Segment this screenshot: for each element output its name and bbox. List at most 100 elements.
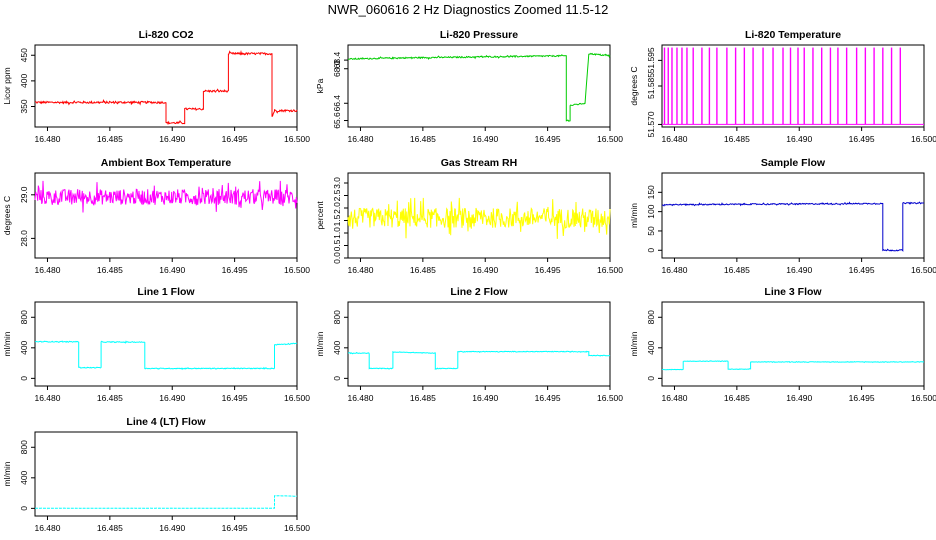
y-tick-label: 350 <box>19 99 29 113</box>
plot-frame <box>347 44 611 128</box>
y-axis-label: ml/min <box>315 331 325 356</box>
y-tick-label: 0 <box>646 376 656 381</box>
x-tick-label: 16.480 <box>347 393 373 403</box>
x-tick-label: 16.485 <box>724 265 750 275</box>
y-tick-label: 0 <box>646 248 656 253</box>
x-tick-label: 16.480 <box>347 134 373 144</box>
x-tick-label: 16.500 <box>284 393 310 403</box>
x-tick-label: 16.485 <box>410 134 436 144</box>
y-axis-label: percent <box>315 201 325 230</box>
figure-title: NWR_060616 2 Hz Diagnostics Zoomed 11.5-… <box>328 2 609 17</box>
x-tick-label: 16.495 <box>222 393 248 403</box>
y-tick-label: 1.5 <box>332 214 342 226</box>
plot-frame <box>661 172 925 259</box>
x-tick-label: 16.500 <box>597 265 623 275</box>
panel-2: Li-820 Pressure kPa 65.666.4 68.068.4 16.480… <box>315 29 623 144</box>
plot-frame <box>347 301 611 387</box>
x-tick-label: 16.490 <box>472 393 498 403</box>
panel-8: Line 2 Flow ml/min 0 400 800 16.480 16.485 16.4… <box>315 286 623 403</box>
y-tick-label: 150 <box>646 185 656 199</box>
x-tick-label: 16.495 <box>535 134 561 144</box>
y-axis-label: degrees C <box>2 196 12 235</box>
x-tick-label: 16.500 <box>284 523 310 533</box>
x-tick-label: 16.490 <box>159 134 185 144</box>
x-tick-label: 16.490 <box>786 265 812 275</box>
y-tick-label: 400 <box>19 470 29 484</box>
panel-title: Li-820 Temperature <box>745 29 841 41</box>
y-tick-label: 2.5 <box>332 189 342 201</box>
series-line <box>347 350 611 370</box>
panel-4: Ambient Box Temperature degrees C 28.0 29.0… <box>2 157 310 275</box>
panel-title: Li-820 Pressure <box>440 29 518 41</box>
y-tick-label: 0.5 <box>332 239 342 251</box>
panel-title: Li-820 CO2 <box>139 29 194 41</box>
x-tick-label: 16.480 <box>661 265 687 275</box>
y-tick-label: 28.0 <box>19 230 29 247</box>
series-line <box>34 340 298 371</box>
x-tick-label: 16.480 <box>661 134 687 144</box>
y-tick-label: 29.0 <box>19 186 29 203</box>
y-axis-label: degrees C <box>629 66 639 105</box>
x-tick-label: 16.485 <box>97 393 123 403</box>
y-tick-label: 800 <box>19 310 29 324</box>
x-tick-label: 16.480 <box>34 265 60 275</box>
x-tick-label: 16.485 <box>724 134 750 144</box>
y-tick-label: 400 <box>19 340 29 354</box>
panel-title: Line 1 Flow <box>137 286 195 298</box>
y-axis-label: ml/min <box>629 203 639 228</box>
plot-frame <box>34 431 298 517</box>
panel-title: Ambient Box Temperature <box>101 157 232 169</box>
x-tick-label: 16.500 <box>597 393 623 403</box>
x-tick-label: 16.485 <box>410 265 436 275</box>
x-tick-label: 16.495 <box>222 265 248 275</box>
series-line <box>661 201 924 252</box>
x-tick-label: 16.495 <box>849 265 875 275</box>
panel-title: Line 4 (LT) Flow <box>126 416 206 428</box>
plot-frame <box>34 44 298 128</box>
x-tick-label: 16.500 <box>911 265 936 275</box>
panel-6: Sample Flow ml/min 0 50 100 150 16.480 16.485 16… <box>629 157 936 275</box>
x-tick-label: 16.480 <box>661 393 687 403</box>
x-tick-label: 16.490 <box>159 393 185 403</box>
x-tick-label: 16.485 <box>724 393 750 403</box>
y-tick-label: 50 <box>646 226 656 236</box>
x-tick-label: 16.480 <box>34 523 60 533</box>
series-line <box>347 197 611 239</box>
y-tick-label: 2.0 <box>332 202 342 214</box>
x-tick-label: 16.480 <box>347 265 373 275</box>
y-tick-label: 0 <box>332 376 342 381</box>
panel-5: Gas Stream RH percent 0.00.51.01.52.02.53.… <box>315 157 623 275</box>
panel-title: Line 2 Flow <box>450 286 508 298</box>
y-tick-label: 400 <box>19 74 29 88</box>
x-tick-label: 16.500 <box>911 393 936 403</box>
panel-1: Li-820 CO2 Licor ppm 350 400 450 16.480 16.485… <box>2 29 310 144</box>
y-tick-label: 68.4 <box>332 52 342 69</box>
x-tick-label: 16.495 <box>849 134 875 144</box>
x-tick-label: 16.495 <box>222 134 248 144</box>
y-tick-label: 400 <box>332 340 342 354</box>
x-tick-label: 16.485 <box>410 393 436 403</box>
series-line <box>661 360 925 371</box>
x-tick-label: 16.485 <box>97 523 123 533</box>
x-tick-label: 16.490 <box>472 265 498 275</box>
x-tick-label: 16.500 <box>284 134 310 144</box>
y-tick-label: 800 <box>646 310 656 324</box>
x-tick-label: 16.500 <box>284 265 310 275</box>
y-axis-label: ml/min <box>2 331 12 356</box>
x-tick-label: 16.490 <box>159 523 185 533</box>
y-tick-label: 3.0 <box>332 177 342 189</box>
y-tick-label: 450 <box>19 48 29 62</box>
x-tick-label: 16.490 <box>786 393 812 403</box>
x-tick-label: 16.485 <box>97 134 123 144</box>
x-tick-label: 16.495 <box>222 523 248 533</box>
y-axis-label: ml/min <box>629 331 639 356</box>
series-line <box>34 180 298 213</box>
series-line <box>34 49 298 126</box>
y-tick-label: 0 <box>19 376 29 381</box>
panel-title: Gas Stream RH <box>441 157 517 169</box>
y-tick-label: 0 <box>19 506 29 511</box>
x-tick-label: 16.480 <box>34 134 60 144</box>
plot-frame <box>661 301 925 387</box>
x-tick-label: 16.495 <box>849 393 875 403</box>
